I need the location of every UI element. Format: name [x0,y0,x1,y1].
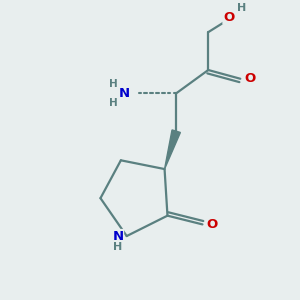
Text: O: O [206,218,218,231]
Text: H: H [109,98,118,108]
Polygon shape [165,130,180,169]
Text: O: O [244,72,255,85]
Text: H: H [113,242,123,252]
Text: O: O [223,11,234,24]
Text: N: N [112,230,124,243]
Text: N: N [119,87,130,100]
Text: H: H [237,3,246,13]
Text: H: H [109,79,118,89]
